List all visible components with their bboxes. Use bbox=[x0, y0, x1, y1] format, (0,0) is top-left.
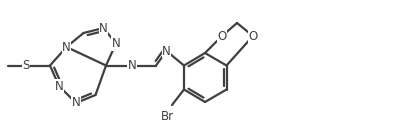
Text: N: N bbox=[62, 41, 71, 54]
Text: N: N bbox=[99, 22, 108, 34]
Text: N: N bbox=[162, 45, 171, 58]
Text: S: S bbox=[22, 59, 30, 72]
Text: N: N bbox=[111, 37, 120, 50]
Text: N: N bbox=[127, 59, 136, 72]
Text: N: N bbox=[71, 96, 80, 110]
Text: N: N bbox=[55, 79, 63, 92]
Text: Br: Br bbox=[160, 110, 173, 123]
Text: O: O bbox=[248, 30, 257, 42]
Text: O: O bbox=[217, 30, 226, 42]
